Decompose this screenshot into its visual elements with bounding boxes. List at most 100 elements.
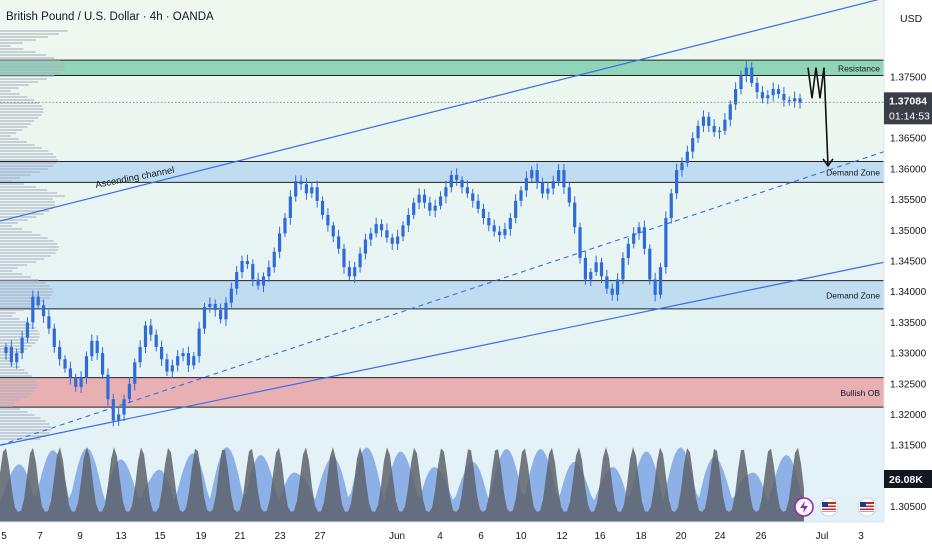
candle-body	[750, 67, 754, 83]
time-axis[interactable]	[0, 522, 932, 550]
profile-bar	[0, 354, 18, 356]
candle-body	[610, 288, 614, 295]
candle-body	[476, 200, 480, 209]
candle-body	[15, 353, 19, 363]
profile-bar	[0, 405, 13, 407]
profile-bar	[0, 309, 24, 311]
profile-bar	[0, 282, 45, 284]
price-tick-label: 1.34000	[890, 287, 927, 298]
zone-band	[0, 377, 884, 408]
profile-bar	[0, 402, 15, 404]
candle-body	[728, 104, 732, 120]
candle-body	[240, 261, 244, 273]
last-price-badge: 1.37084 01:14:53	[884, 92, 932, 125]
profile-bar	[0, 72, 61, 74]
profile-bar	[0, 378, 35, 380]
profile-bar	[0, 117, 39, 119]
profile-bar	[0, 108, 44, 110]
candle-body	[278, 233, 282, 252]
candle-body	[648, 248, 652, 280]
profile-bar	[0, 237, 48, 239]
profile-bar	[0, 141, 27, 143]
candle-body	[192, 356, 196, 366]
channel-middle-line	[0, 151, 885, 446]
zones-layer	[0, 59, 884, 408]
candle-body	[696, 125, 700, 139]
candle-body	[675, 170, 679, 194]
profile-bar	[0, 387, 37, 389]
candle-body	[251, 264, 255, 280]
profile-bar	[0, 420, 46, 422]
profile-bar	[0, 105, 42, 107]
candle-body	[41, 305, 46, 317]
profile-bar	[0, 345, 32, 347]
time-tick-label: 12	[556, 531, 568, 542]
profile-bar	[0, 312, 16, 314]
candle-body	[58, 346, 62, 360]
profile-bar	[0, 69, 64, 71]
profile-bar	[0, 207, 54, 209]
candle-body	[632, 233, 636, 244]
candle-body	[428, 202, 432, 211]
profile-bar	[0, 417, 41, 419]
candle-body	[798, 98, 802, 103]
candle-body	[310, 187, 314, 194]
profile-bar	[0, 240, 54, 242]
candle-body	[272, 251, 276, 268]
candle-body	[664, 218, 668, 268]
candle-body	[47, 316, 51, 329]
lightning-icon[interactable]	[794, 497, 814, 517]
time-tick-label: 7	[37, 531, 43, 542]
profile-bar	[0, 411, 28, 413]
price-axis-ticks: 1.375001.370001.365001.360001.355001.350…	[890, 72, 927, 513]
candle-body	[793, 98, 797, 102]
channel-upper-line	[0, 0, 880, 222]
candle-body	[637, 227, 641, 234]
candle-body	[691, 138, 695, 152]
profile-bar	[0, 102, 39, 104]
profile-bar	[0, 336, 40, 338]
profile-bar	[0, 126, 28, 128]
profile-bar	[0, 66, 66, 68]
volume-histogram	[0, 447, 804, 522]
profile-bar	[0, 201, 55, 203]
time-tick-label: 18	[635, 531, 647, 542]
profile-bar	[0, 183, 25, 185]
candle-body	[680, 162, 684, 171]
candle-body	[235, 272, 239, 289]
candle-body	[154, 334, 158, 347]
profile-bar	[0, 384, 38, 386]
candle-body	[31, 296, 35, 323]
candle-body	[181, 353, 185, 357]
candle-body	[100, 353, 105, 375]
candle-body	[369, 233, 373, 240]
candle-body	[117, 414, 121, 421]
candle-body	[63, 359, 67, 369]
profile-bar	[0, 147, 42, 149]
candle-body	[224, 302, 228, 320]
candle-body	[556, 170, 561, 182]
candle-body	[337, 236, 341, 249]
profile-bar	[0, 342, 36, 344]
price-tick-label: 1.35000	[890, 226, 927, 237]
price-tick-label: 1.33000	[890, 349, 927, 360]
profile-bar	[0, 51, 36, 53]
us-flag-icon[interactable]	[857, 497, 877, 517]
candle-body	[122, 399, 126, 415]
profile-bar	[0, 339, 38, 341]
time-tick-label: 26	[755, 531, 767, 542]
candle-body	[326, 214, 330, 226]
candle-body	[68, 368, 72, 378]
last-price-countdown: 01:14:53	[889, 110, 930, 122]
candle-body	[433, 205, 437, 211]
profile-bar	[0, 48, 24, 50]
profile-bar	[0, 306, 32, 308]
price-axis[interactable]	[884, 0, 932, 522]
zone-band	[0, 60, 884, 76]
candle-body	[771, 89, 775, 96]
us-flag-icon[interactable]	[819, 497, 839, 517]
candle-body	[218, 310, 223, 320]
candle-body	[208, 303, 212, 308]
